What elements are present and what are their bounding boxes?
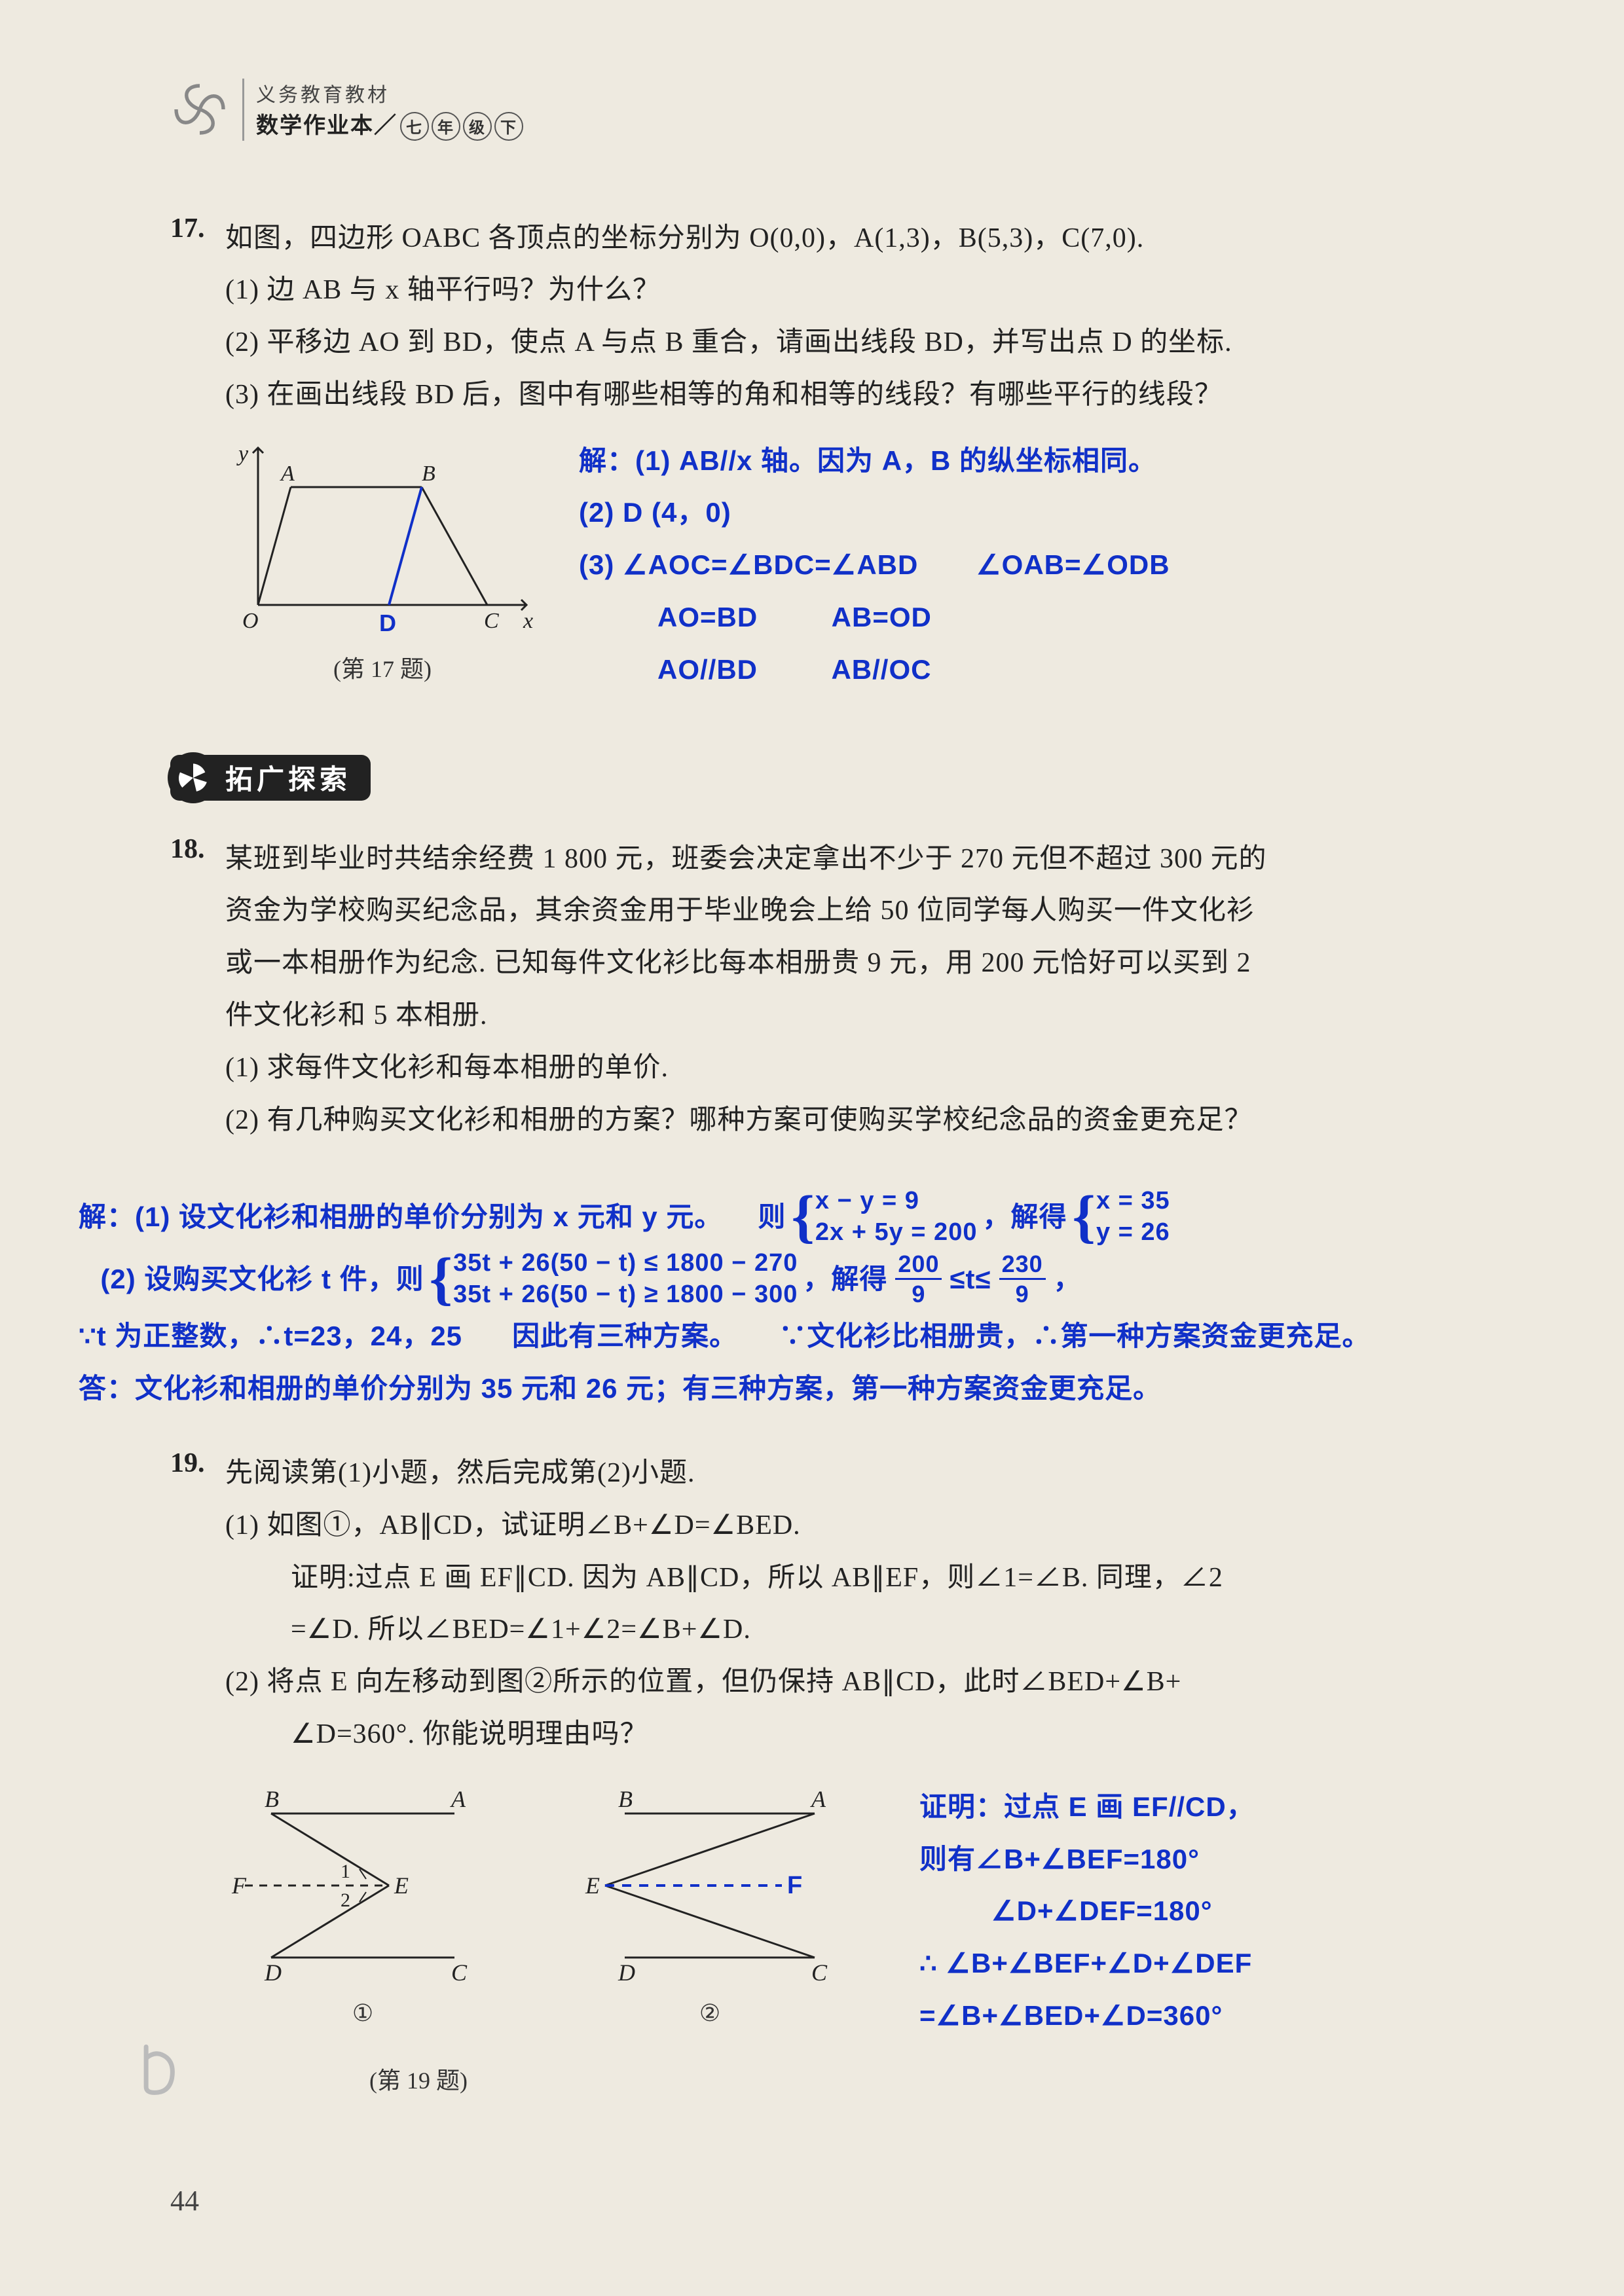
q19-diagrams-row: B A F E D C 1 2 ①: [225, 1781, 1456, 2042]
q17-ans-2: (2) D (4，0): [579, 486, 1456, 539]
problem-18-body: 某班到毕业时共结余经费 1 800 元，班委会决定拿出不少于 270 元但不超过…: [225, 833, 1456, 1147]
page-header: 义务教育教材 数学作业本／七年级下: [170, 79, 1493, 141]
q19-circled-2: ②: [699, 1999, 720, 2027]
q19-sub1b1: 证明:过点 E 画 EF∥CD. 因为 AB∥CD，所以 AB∥EF，则∠1=∠…: [225, 1552, 1456, 1605]
badge-4: 下: [494, 112, 523, 141]
q18-ans-3: ∵t 为正整数，∴t=23，24，25 因此有三种方案。 ∵文化衫比相册贵，∴第…: [79, 1310, 1493, 1362]
svg-text:2: 2: [341, 1889, 350, 1911]
svg-text:F: F: [787, 1872, 802, 1899]
svg-text:C: C: [811, 1959, 828, 1986]
problem-18: 18. 某班到毕业时共结余经费 1 800 元，班委会决定拿出不少于 270 元…: [170, 833, 1493, 1147]
q19-ans-1: 证明：过点 E 画 EF//CD，: [919, 1781, 1456, 1833]
q19-sub1b2: =∠D. 所以∠BED=∠1+∠2=∠B+∠D.: [225, 1604, 1456, 1656]
q19-proof: 证明：过点 E 画 EF//CD， 则有∠B+∠BEF=180° ∠D+∠DEF…: [919, 1781, 1456, 2042]
q18-stem4: 件文化衫和 5 本相册.: [225, 990, 1456, 1042]
page-number: 44: [170, 2184, 199, 2217]
q19-diagram-2: B A E D C F ②: [566, 1781, 854, 2027]
q18-ans-1: 解：(1) 设文化衫和相册的单价分别为 x 元和 y 元。 则 { x − y …: [79, 1186, 1493, 1248]
q18-answers: 解：(1) 设文化衫和相册的单价分别为 x 元和 y 元。 则 { x − y …: [79, 1186, 1493, 1415]
svg-text:D: D: [264, 1959, 282, 1986]
q17-stem: 如图，四边形 OABC 各顶点的坐标分别为 O(0,0)，A(1,3)，B(5,…: [225, 213, 1456, 265]
logo-icon: [170, 80, 229, 139]
section-badge: 拓广探索: [170, 755, 371, 801]
problem-18-number: 18.: [170, 833, 223, 865]
badge-3: 级: [463, 112, 492, 141]
svg-text:B: B: [422, 462, 435, 486]
q18-sub1: (1) 求每件文化衫和每本相册的单价.: [225, 1042, 1456, 1095]
problem-17-body: 如图，四边形 OABC 各顶点的坐标分别为 O(0,0)，A(1,3)，B(5,…: [225, 213, 1456, 696]
badge-2: 年: [432, 112, 460, 141]
q17-ans-4: AO=BD AB=OD: [579, 591, 1456, 644]
svg-text:y: y: [236, 442, 249, 466]
svg-text:B: B: [618, 1786, 633, 1812]
q19-ans-5: =∠B+∠BED+∠D=360°: [919, 1990, 1456, 2042]
svg-text:1: 1: [341, 1861, 350, 1882]
q18-ans-2: (2) 设购买文化衫 t 件，则 { 35t + 26(50 − t) ≤ 18…: [79, 1248, 1493, 1310]
q17-caption: (第 17 题): [225, 650, 540, 684]
section-badge-icon: [168, 752, 219, 803]
svg-text:F: F: [231, 1872, 247, 1899]
grade-badges: 七年级下: [400, 112, 523, 141]
q17-ans-3: (3) ∠AOC=∠BDC=∠ABD ∠OAB=∠ODB: [579, 539, 1456, 591]
svg-text:x: x: [523, 609, 533, 633]
svg-text:C: C: [451, 1959, 468, 1986]
header-line1: 义务教育教材: [256, 79, 523, 107]
q18-frac2: 230 9: [999, 1251, 1046, 1307]
svg-text:E: E: [585, 1872, 600, 1899]
q18-stem1: 某班到毕业时共结余经费 1 800 元，班委会决定拿出不少于 270 元但不超过…: [225, 833, 1456, 886]
problem-19-number: 19.: [170, 1448, 223, 1479]
q17-figure: y x O A B C D (第 17 题): [225, 435, 540, 684]
q17-answers: 解：(1) AB//x 轴。因为 A，B 的纵坐标相同。 (2) D (4，0)…: [579, 435, 1456, 696]
header-line2: 数学作业本／七年级下: [256, 107, 523, 141]
q19-ans-2: 则有∠B+∠BEF=180°: [919, 1833, 1456, 1886]
problem-17-number: 17.: [170, 213, 223, 244]
svg-text:O: O: [242, 609, 259, 633]
q18-stem3: 或一本相册作为纪念. 已知每件文化衫比每本相册贵 9 元，用 200 元恰好可以…: [225, 938, 1456, 990]
q17-sub1: (1) 边 AB 与 x 轴平行吗？为什么？: [225, 264, 1456, 317]
q18-ans-4: 答：文化衫和相册的单价分别为 35 元和 26 元；有三种方案，第一种方案资金更…: [79, 1362, 1493, 1415]
badge-1: 七: [400, 112, 429, 141]
svg-text:D: D: [379, 610, 396, 636]
q17-ans-1: 解：(1) AB//x 轴。因为 A，B 的纵坐标相同。: [579, 435, 1456, 487]
q19-sub2b: ∠D=360°. 你能说明理由吗？: [225, 1709, 1456, 1761]
q18-sys1-sol: { x = 35 y = 26: [1072, 1186, 1170, 1248]
q18-sub2: (2) 有几种购买文化衫和相册的方案？哪种方案可使购买学校纪念品的资金更充足？: [225, 1095, 1456, 1147]
q18-stem2: 资金为学校购买纪念品，其余资金用于毕业晚会上给 50 位同学每人购买一件文化衫: [225, 885, 1456, 938]
q19-sub2a: (2) 将点 E 向左移动到图②所示的位置，但仍保持 AB∥CD，此时∠BED+…: [225, 1656, 1456, 1709]
q17-figure-and-answer: y x O A B C D (第 17 题) 解：(1) AB//x 轴。因为 …: [225, 435, 1456, 696]
q19-caption: (第 19 题): [369, 2062, 566, 2096]
problem-17: 17. 如图，四边形 OABC 各顶点的坐标分别为 O(0,0)，A(1,3)，…: [170, 213, 1493, 696]
q19-circled-1: ①: [352, 1999, 373, 2027]
svg-text:A: A: [810, 1786, 826, 1812]
q17-chart-svg: y x O A B C D: [225, 435, 540, 638]
svg-text:E: E: [394, 1872, 409, 1899]
q19-diagram-1-svg: B A F E D C 1 2: [225, 1781, 500, 1990]
q17-ans-5: AO//BD AB//OC: [579, 644, 1456, 696]
q17-sub2: (2) 平移边 AO 到 BD，使点 A 与点 B 重合，请画出线段 BD，并写…: [225, 317, 1456, 369]
q19-sub1a: (1) 如图①，AB∥CD，试证明∠B+∠D=∠BED.: [225, 1500, 1456, 1552]
q19-diagram-1: B A F E D C 1 2 ①: [225, 1781, 500, 2027]
svg-text:B: B: [265, 1786, 279, 1812]
q19-diagram-2-svg: B A E D C F: [566, 1781, 854, 1990]
header-text: 义务教育教材 数学作业本／七年级下: [242, 79, 523, 141]
footer-logo-icon: [138, 2037, 183, 2100]
q18-sys2: { 35t + 26(50 − t) ≤ 1800 − 270 35t + 26…: [430, 1248, 798, 1310]
q18-frac1: 200 9: [895, 1251, 942, 1307]
q18-sys1: { x − y = 9 2x + 5y = 200: [791, 1186, 977, 1248]
problem-19: 19. 先阅读第(1)小题，然后完成第(2)小题. (1) 如图①，AB∥CD，…: [170, 1448, 1493, 2096]
q17-sub3: (3) 在画出线段 BD 后，图中有哪些相等的角和相等的线段？有哪些平行的线段？: [225, 369, 1456, 422]
q19-stem: 先阅读第(1)小题，然后完成第(2)小题.: [225, 1448, 1456, 1500]
q19-ans-3: ∠D+∠DEF=180°: [919, 1885, 1456, 1937]
problem-19-body: 先阅读第(1)小题，然后完成第(2)小题. (1) 如图①，AB∥CD，试证明∠…: [225, 1448, 1456, 2096]
svg-text:A: A: [280, 462, 295, 486]
section-badge-text: 拓广探索: [225, 757, 351, 797]
q19-ans-4: ∴ ∠B+∠BEF+∠D+∠DEF: [919, 1937, 1456, 1990]
page: 义务教育教材 数学作业本／七年级下 17. 如图，四边形 OABC 各顶点的坐标…: [0, 0, 1624, 2296]
svg-text:D: D: [618, 1959, 635, 1986]
svg-text:C: C: [484, 609, 499, 633]
header-line2-prefix: 数学作业本／: [256, 114, 397, 138]
svg-text:A: A: [450, 1786, 466, 1812]
